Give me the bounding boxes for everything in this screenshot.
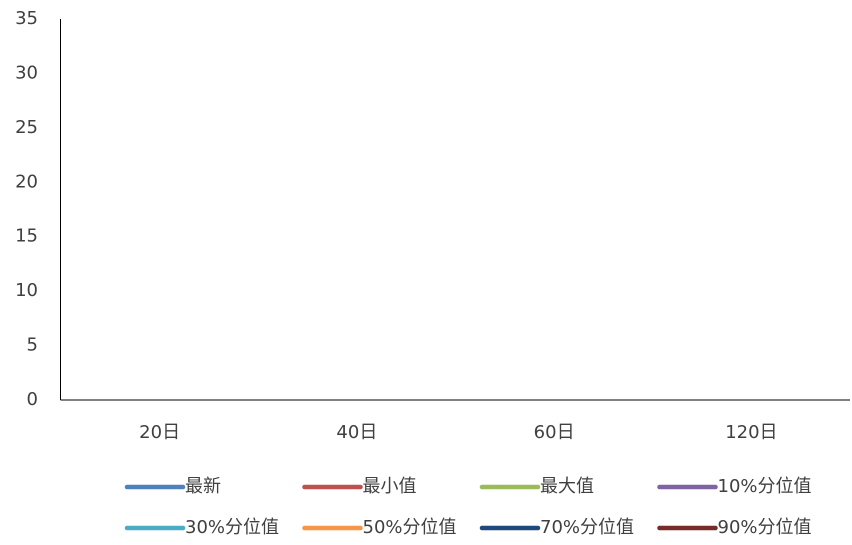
y-tick-label: 10 bbox=[15, 280, 38, 301]
y-tick-label: 30 bbox=[15, 62, 38, 83]
y-tick-label: 35 bbox=[15, 8, 38, 29]
legend-label: 最大值 bbox=[540, 476, 594, 497]
x-tick-label: 60日 bbox=[534, 422, 575, 443]
y-tick-label: 15 bbox=[15, 226, 38, 247]
legend-label: 最小值 bbox=[363, 476, 417, 497]
legend-label: 90%分位值 bbox=[718, 517, 812, 538]
legend-label: 50%分位值 bbox=[363, 517, 457, 538]
x-tick-label: 40日 bbox=[336, 422, 377, 443]
x-tick-label: 120日 bbox=[725, 422, 777, 443]
y-tick-label: 25 bbox=[15, 117, 38, 138]
legend-label: 30%分位值 bbox=[185, 517, 279, 538]
y-tick-label: 0 bbox=[27, 389, 38, 410]
legend-label: 70%分位值 bbox=[540, 517, 634, 538]
legend-label: 10%分位值 bbox=[718, 476, 812, 497]
legend-label: 最新 bbox=[185, 476, 221, 497]
x-tick-label: 20日 bbox=[139, 422, 180, 443]
y-tick-label: 5 bbox=[27, 335, 38, 356]
y-tick-label: 20 bbox=[15, 171, 38, 192]
